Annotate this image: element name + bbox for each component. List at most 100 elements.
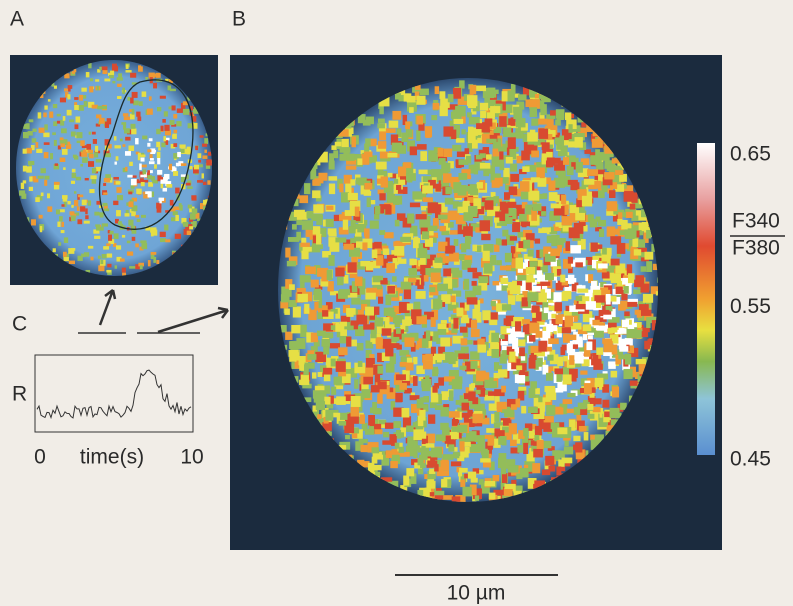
speckle	[326, 219, 334, 227]
speckle	[435, 86, 439, 94]
speckle	[568, 180, 578, 185]
speckle	[26, 148, 32, 154]
speckle	[107, 264, 111, 268]
speckle	[21, 194, 26, 199]
speckle	[128, 192, 132, 195]
speckle	[153, 257, 156, 263]
speckle	[193, 123, 197, 129]
speckle	[198, 160, 201, 163]
speckle	[441, 391, 448, 400]
speckle	[532, 305, 540, 312]
speckle	[431, 273, 441, 283]
speckle	[299, 362, 304, 370]
speckle	[197, 180, 203, 183]
speckle	[77, 206, 80, 211]
speckle	[607, 226, 616, 236]
speckle	[519, 347, 525, 356]
speckle	[396, 185, 401, 190]
speckle	[142, 136, 147, 140]
speckle	[516, 258, 523, 269]
speckle	[337, 277, 343, 285]
speckle	[547, 355, 553, 361]
speckle	[531, 151, 539, 158]
speckle	[646, 261, 652, 272]
speckle	[375, 429, 383, 434]
speckle	[44, 105, 47, 109]
speckle	[96, 225, 100, 231]
speckle	[443, 269, 451, 277]
speckle	[504, 318, 508, 325]
speckle	[306, 211, 313, 219]
speckle	[462, 403, 470, 411]
speckle	[204, 138, 208, 144]
speckle	[509, 352, 515, 362]
speckle	[472, 397, 478, 404]
speckle	[508, 137, 516, 148]
speckle	[299, 380, 309, 385]
speckle	[172, 134, 176, 139]
speckle	[398, 167, 406, 178]
speckle	[88, 63, 91, 68]
speckle	[97, 106, 102, 110]
speckle	[420, 151, 427, 161]
speckle	[401, 133, 408, 142]
speckle	[117, 84, 121, 87]
speckle	[61, 230, 65, 233]
speckle	[203, 200, 207, 205]
speckle	[177, 152, 181, 157]
speckle	[76, 132, 82, 138]
speckle	[528, 191, 539, 201]
speckle	[528, 250, 534, 257]
speckle	[419, 243, 423, 248]
speckle	[31, 219, 36, 225]
speckle	[587, 404, 593, 410]
speckle	[442, 495, 453, 500]
speckle	[508, 90, 515, 101]
speckle	[595, 149, 600, 158]
speckle	[98, 256, 101, 259]
speckle	[316, 234, 321, 245]
speckle	[21, 183, 24, 189]
speckle	[461, 318, 469, 324]
speckle	[370, 407, 376, 413]
speckle	[500, 266, 511, 271]
speckle	[372, 457, 378, 464]
speckle	[89, 154, 93, 159]
speckle	[387, 286, 395, 294]
speckle	[355, 224, 363, 229]
speckle	[439, 91, 445, 99]
speckle	[385, 423, 393, 429]
speckle	[596, 347, 603, 354]
speckle	[138, 65, 141, 68]
speckle	[44, 142, 50, 145]
speckle	[611, 327, 617, 332]
speckle	[195, 146, 198, 150]
speckle	[627, 302, 637, 307]
speckle	[445, 198, 454, 205]
speckle	[406, 363, 414, 371]
speckle	[453, 452, 459, 458]
speckle	[316, 401, 325, 410]
speckle	[129, 162, 133, 166]
speckle	[396, 328, 401, 334]
speckle	[339, 421, 347, 426]
speckle	[598, 263, 608, 268]
speckle	[486, 428, 495, 433]
speckle	[106, 243, 110, 246]
speckle	[84, 221, 90, 224]
speckle	[113, 201, 118, 205]
speckle	[523, 240, 530, 249]
speckle	[89, 132, 92, 135]
speckle	[455, 106, 466, 117]
speckle	[183, 223, 188, 226]
speckle	[54, 182, 60, 185]
speckle	[71, 248, 75, 251]
speckle	[471, 383, 475, 388]
speckle	[625, 354, 631, 365]
speckle	[338, 347, 347, 355]
speckle	[416, 116, 423, 125]
speckle	[398, 190, 406, 194]
speckle	[449, 411, 460, 418]
speckle	[354, 379, 358, 389]
speckle	[568, 257, 573, 264]
